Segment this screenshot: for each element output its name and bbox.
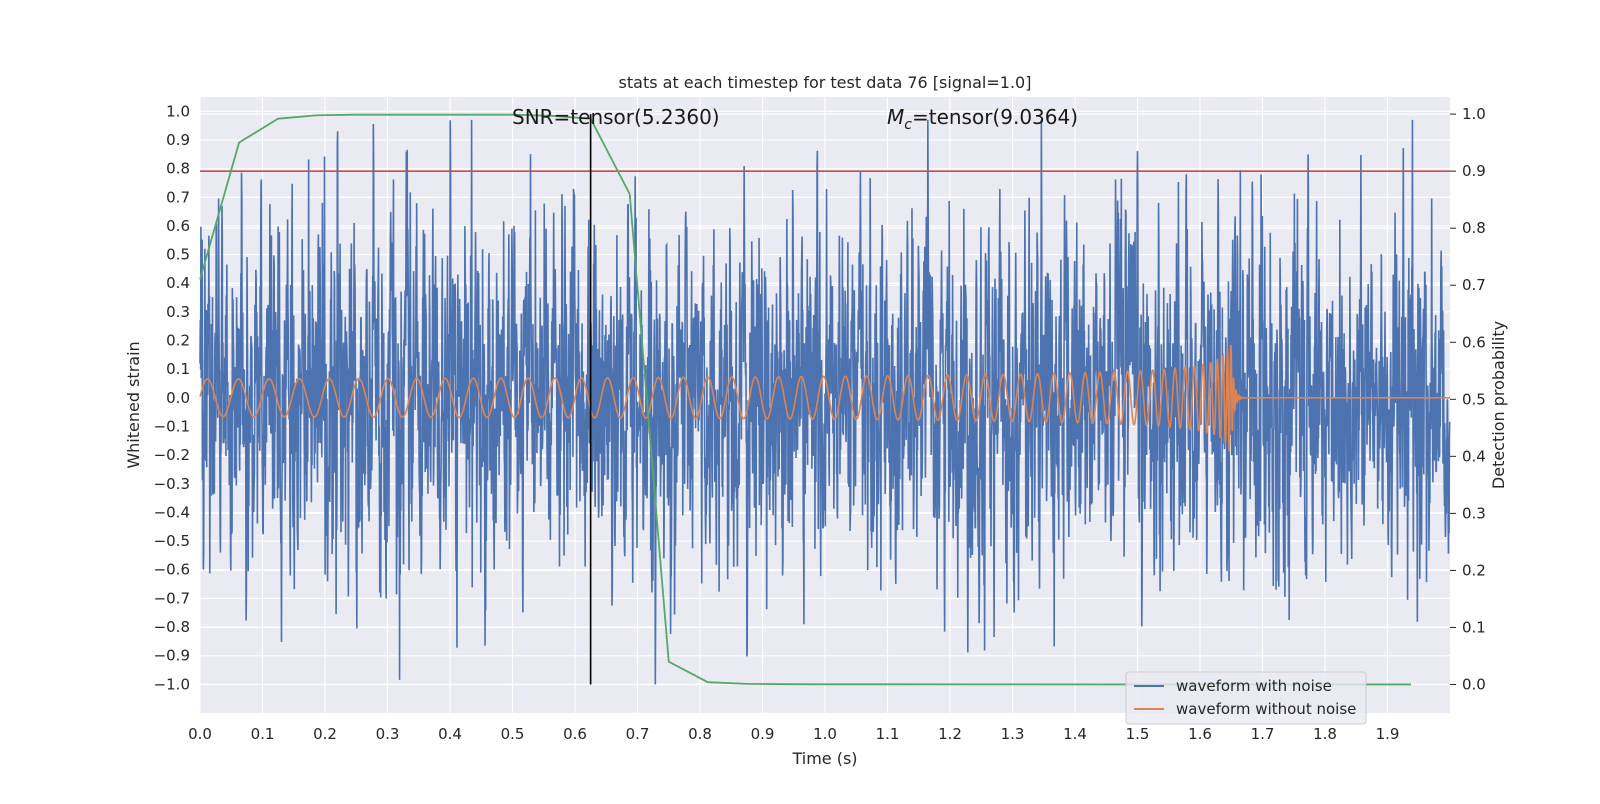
left-y-tick-label: 1.0 bbox=[166, 102, 190, 120]
chirp-mass-value: =tensor(9.0364) bbox=[912, 105, 1078, 129]
left-y-tick-label: 0.6 bbox=[166, 217, 190, 235]
right-y-axis-label: Detection probability bbox=[1489, 321, 1508, 489]
chirp-mass-subscript: c bbox=[904, 117, 912, 133]
left-y-tick-label: 0.4 bbox=[166, 274, 190, 292]
left-y-axis-label: Whitened strain bbox=[124, 341, 143, 468]
x-tick-label: 0.9 bbox=[751, 725, 775, 743]
left-y-tick-label: 0.5 bbox=[166, 246, 190, 264]
left-y-tick-label: 0.2 bbox=[166, 332, 190, 350]
left-y-tick-label: −0.6 bbox=[154, 561, 190, 579]
x-tick-label: 0.2 bbox=[313, 725, 337, 743]
legend-label-clean: waveform without noise bbox=[1176, 700, 1356, 718]
left-y-tick-label: 0.7 bbox=[166, 188, 190, 206]
left-y-tick-label: 0.9 bbox=[166, 131, 190, 149]
x-tick-label: 0.3 bbox=[376, 725, 400, 743]
legend: waveform with noise waveform without noi… bbox=[1125, 671, 1367, 725]
right-y-tick-label: 0.6 bbox=[1462, 333, 1486, 351]
right-y-tick-label: 0.4 bbox=[1462, 447, 1486, 465]
x-tick-label: 1.3 bbox=[1001, 725, 1025, 743]
x-tick-label: 1.2 bbox=[938, 725, 962, 743]
snr-annotation: SNR=tensor(5.2360) bbox=[512, 105, 720, 129]
right-y-tick-label: 0.7 bbox=[1462, 276, 1486, 294]
x-axis-label: Time (s) bbox=[791, 749, 857, 768]
x-tick-label: 0.0 bbox=[188, 725, 212, 743]
series-waveform-without-noise bbox=[199, 344, 1450, 452]
right-y-tick-label: 0.3 bbox=[1462, 504, 1486, 522]
right-y-tick-label: 0.1 bbox=[1462, 618, 1486, 636]
x-tick-label: 1.9 bbox=[1376, 725, 1400, 743]
left-y-tick-label: −0.2 bbox=[154, 446, 190, 464]
x-tick-label: 0.8 bbox=[688, 725, 712, 743]
left-y-tick-label: −0.3 bbox=[154, 475, 190, 493]
x-tick-label: 0.4 bbox=[438, 725, 462, 743]
x-tick-label: 1.6 bbox=[1188, 725, 1212, 743]
left-y-tick-label: −0.4 bbox=[154, 503, 190, 521]
right-y-axis-ticks: 1.0 0.9 0.8 0.7 0.6 0.5 0.4 0.3 0.2 0.1 0.0 bbox=[1450, 105, 1486, 693]
right-y-tick-label: 0.9 bbox=[1462, 162, 1486, 180]
right-y-tick-label: 0.2 bbox=[1462, 561, 1486, 579]
left-y-tick-label: 0.3 bbox=[166, 303, 190, 321]
chart-title: stats at each timestep for test data 76 … bbox=[619, 73, 1032, 92]
left-y-tick-label: −0.7 bbox=[154, 589, 190, 607]
x-tick-label: 1.4 bbox=[1063, 725, 1087, 743]
left-y-axis-ticks: 1.0 0.9 0.8 0.7 0.6 0.5 0.4 0.3 0.2 0.1 0.0 −0.1 −0.… bbox=[154, 102, 190, 693]
left-y-tick-label: −1.0 bbox=[154, 675, 190, 693]
left-y-tick-label: −0.1 bbox=[154, 417, 190, 435]
right-y-tick-label: 0.8 bbox=[1462, 219, 1486, 237]
x-axis-ticks: 0.0 0.1 0.2 0.3 0.4 0.5 0.6 0.7 0.8 0.9 1.0 1.1 1.2 1… bbox=[188, 725, 1399, 743]
plot-content bbox=[199, 113, 1451, 686]
x-tick-label: 1.8 bbox=[1313, 725, 1337, 743]
left-y-tick-label: −0.9 bbox=[154, 647, 190, 665]
x-tick-label: 1.0 bbox=[813, 725, 837, 743]
x-tick-label: 0.7 bbox=[626, 725, 650, 743]
x-tick-label: 1.5 bbox=[1126, 725, 1150, 743]
left-y-tick-label: 0.0 bbox=[166, 389, 190, 407]
left-y-tick-label: 0.1 bbox=[166, 360, 190, 378]
left-y-tick-label: −0.8 bbox=[154, 618, 190, 636]
x-tick-label: 0.6 bbox=[563, 725, 587, 743]
left-y-tick-label: 0.8 bbox=[166, 160, 190, 178]
right-y-tick-label: 1.0 bbox=[1462, 105, 1486, 123]
legend-box bbox=[1125, 671, 1367, 725]
x-tick-label: 1.7 bbox=[1251, 725, 1275, 743]
right-y-tick-label: 0.0 bbox=[1462, 675, 1486, 693]
legend-label-noise: waveform with noise bbox=[1176, 677, 1332, 695]
right-y-tick-label: 0.5 bbox=[1462, 390, 1486, 408]
series-waveform-with-noise bbox=[199, 119, 1451, 685]
left-y-tick-label: −0.5 bbox=[154, 532, 190, 550]
x-tick-label: 1.1 bbox=[876, 725, 900, 743]
x-tick-label: 0.5 bbox=[501, 725, 525, 743]
chirp-mass-symbol: M bbox=[887, 105, 904, 129]
chirp-mass-annotation: Mc=tensor(9.0364) bbox=[887, 105, 1078, 133]
x-tick-label: 0.1 bbox=[251, 725, 275, 743]
